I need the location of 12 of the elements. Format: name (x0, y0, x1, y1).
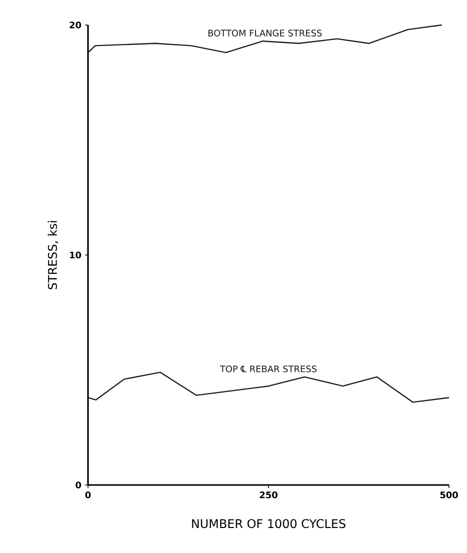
y-tick-label: 0 (76, 482, 82, 488)
x-tick-label: 250 (260, 492, 278, 498)
series-label: BOTTOM FLANGE STRESS (208, 30, 322, 36)
x-tick-label: 500 (440, 492, 458, 498)
x-tick-label: 0 (85, 492, 91, 498)
y-tick-label: 10 (70, 252, 82, 258)
line-series (87, 24, 442, 54)
series-label: TOP ℄ REBAR STRESS (220, 365, 317, 372)
x-axis-title: NUMBER OF 1000 CYCLES (192, 519, 346, 528)
line-series (87, 372, 450, 403)
y-tick-label: 20 (70, 22, 82, 28)
y-axis-title: STRESS, ksi (48, 221, 58, 290)
